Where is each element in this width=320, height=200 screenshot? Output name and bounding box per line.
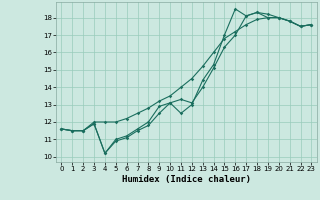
X-axis label: Humidex (Indice chaleur): Humidex (Indice chaleur)	[122, 175, 251, 184]
